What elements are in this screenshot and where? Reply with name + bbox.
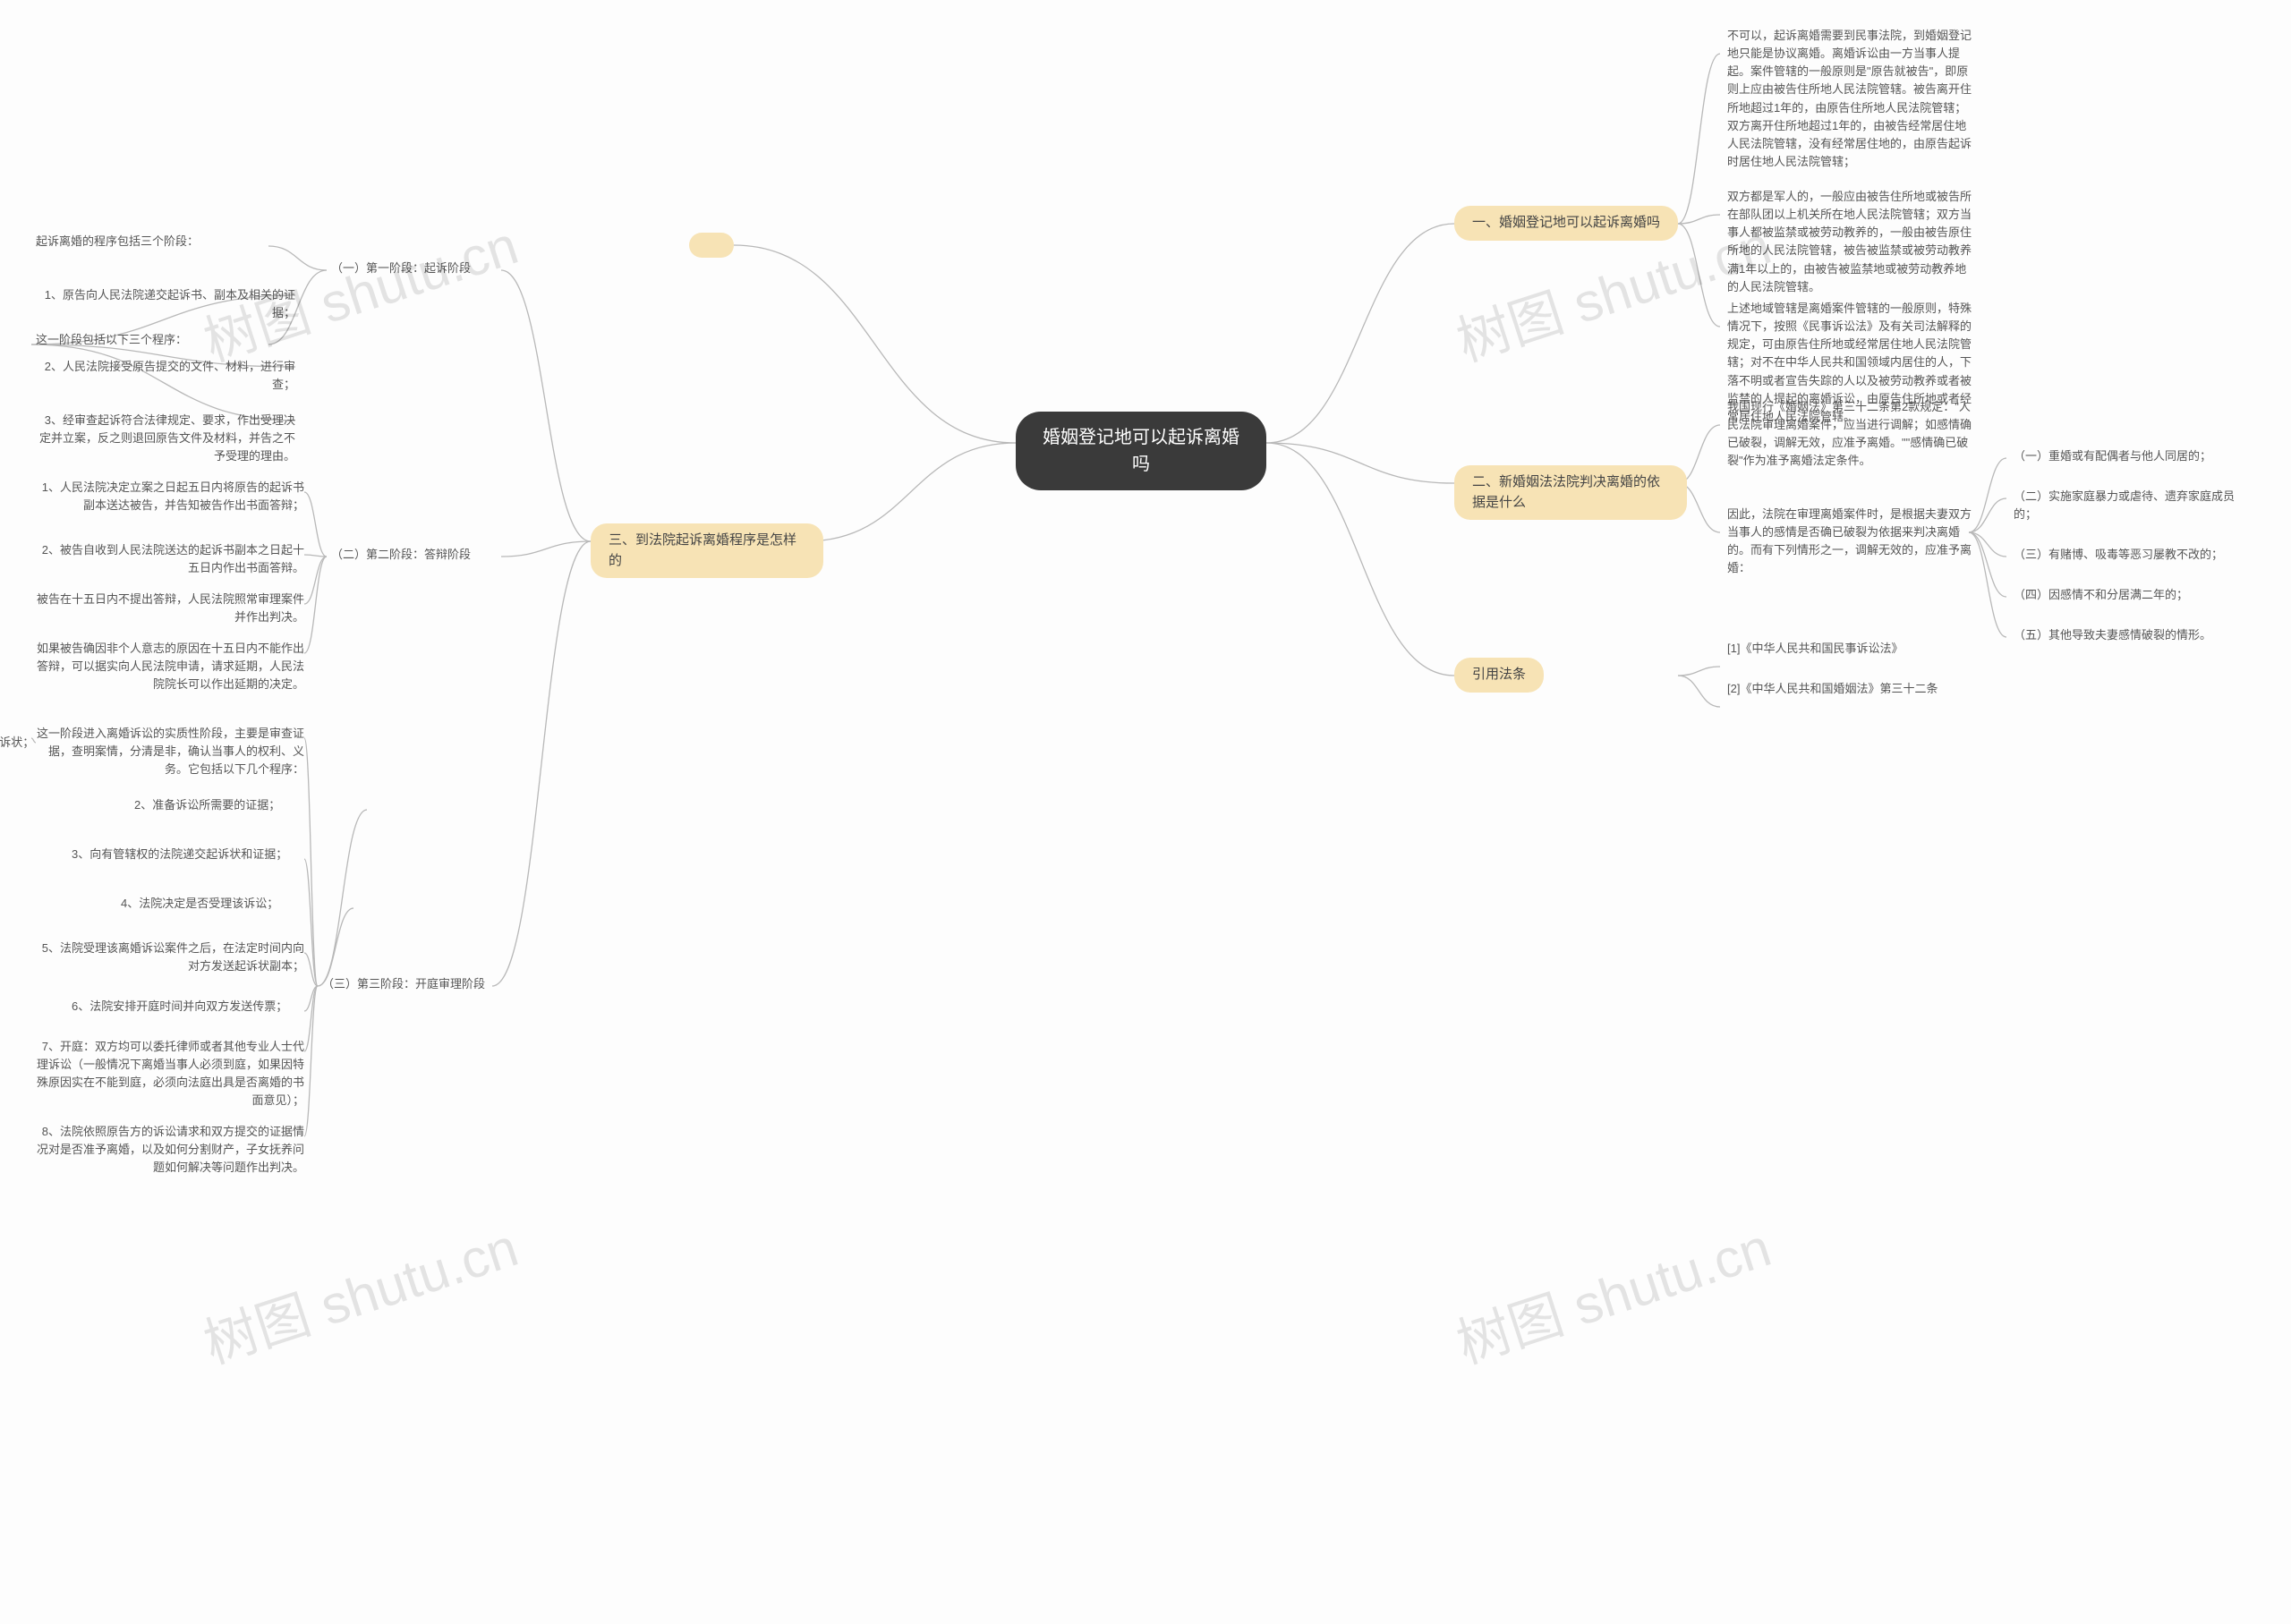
- stage-2-c-6: 7、开庭：双方均可以委托律师或者其他专业人士代理诉讼（一般情况下离婚当事人必须到…: [36, 1038, 304, 1110]
- stage-2-c-0: 这一阶段进入离婚诉讼的实质性阶段，主要是审查证据，查明案情，分清是非，确认当事人…: [36, 725, 304, 778]
- branch-right-1[interactable]: 二、新婚姻法法院判决离婚的依据是什么: [1454, 465, 1687, 520]
- leaf-r-2-1: [2]《中华人民共和国婚姻法》第三十二条: [1727, 680, 1938, 698]
- stage-0-c-1-g-2: 3、经审查起诉符合法律规定、要求，作出受理决定并立案，反之则退回原告文件及材料，…: [36, 412, 295, 465]
- stage-2-c-4: 5、法院受理该离婚诉讼案件之后，在法定时间内向对方发送起诉状副本；: [36, 940, 304, 975]
- leaf-r-1-0: 我国现行《婚姻法》第三十二条第2款规定："人民法院审理离婚案件，应当进行调解；如…: [1727, 398, 1978, 471]
- branch-left[interactable]: 三、到法院起诉离婚程序是怎样的: [591, 523, 823, 578]
- stage-0-c-1: 这一阶段包括以下三个程序：: [36, 331, 187, 349]
- leaf-r-1-1-3: （四）因感情不和分居满二年的；: [2014, 586, 2188, 604]
- stage-0-c-1-g-0: 1、原告向人民法院递交起诉书、副本及相关的证据；: [36, 286, 295, 322]
- watermark-3: 树图 shutu.cn: [1445, 1204, 1779, 1379]
- branch-right-2[interactable]: 引用法条: [1454, 658, 1544, 693]
- stage-1: （二）第二阶段：答辩阶段: [331, 546, 471, 564]
- mindmap-canvas: 婚姻登记地可以起诉离婚吗 一、婚姻登记地可以起诉离婚吗 不可以，起诉离婚需要到民事法…: [0, 0, 2291, 1624]
- stage-0-c-1-g-1: 2、人民法院接受原告提交的文件、材料，进行审查；: [36, 358, 295, 394]
- stage-0: （一）第一阶段：起诉阶段: [331, 259, 471, 277]
- stage-2-c-5: 6、法院安排开庭时间并向双方发送传票；: [72, 998, 287, 1016]
- leaf-r-1-1: 因此，法院在审理离婚案件时，是根据夫妻双方当事人的感情是否确已破裂为依据来判决离…: [1727, 506, 1978, 578]
- leaf-r-0-1: 双方都是军人的，一般应由被告住所地或被告所在部队团以上机关所在地人民法院管辖；双…: [1727, 188, 1978, 296]
- watermark-2: 树图 shutu.cn: [192, 1204, 526, 1379]
- leaf-r-0-0: 不可以，起诉离婚需要到民事法院，到婚姻登记地只能是协议离婚。离婚诉讼由一方当事人…: [1727, 27, 1978, 171]
- empty-branch: [689, 233, 734, 258]
- leaf-r-1-1-4: （五）其他导致夫妻感情破裂的情形。: [2014, 626, 2211, 644]
- stage-2-c-0-g-0: 1、起草起诉状；: [0, 734, 34, 752]
- leaf-r-1-1-2: （三）有赌博、吸毒等恶习屡教不改的；: [2014, 546, 2223, 564]
- stage-2: （三）第三阶段：开庭审理阶段: [322, 975, 485, 993]
- stage-2-c-7: 8、法院依照原告方的诉讼请求和双方提交的证据情况对是否准予离婚，以及如何分割财产…: [36, 1123, 304, 1177]
- root-node[interactable]: 婚姻登记地可以起诉离婚吗: [1016, 412, 1266, 490]
- stage-1-c-2: 被告在十五日内不提出答辩，人民法院照常审理案件并作出判决。: [36, 591, 304, 626]
- stage-0-c-0: 起诉离婚的程序包括三个阶段：: [36, 233, 199, 251]
- stage-1-c-0: 1、人民法院决定立案之日起五日内将原告的起诉书副本送达被告，并告知被告作出书面答…: [36, 479, 304, 514]
- leaf-r-2-0: [1]《中华人民共和国民事诉讼法》: [1727, 640, 1903, 658]
- branch-right-0[interactable]: 一、婚姻登记地可以起诉离婚吗: [1454, 206, 1678, 241]
- stage-2-c-3: 4、法院决定是否受理该诉讼；: [121, 895, 278, 913]
- stage-1-c-3: 如果被告确因非个人意志的原因在十五日内不能作出答辩，可以据实向人民法院申请，请求…: [36, 640, 304, 693]
- stage-2-c-2: 3、向有管辖权的法院递交起诉状和证据；: [72, 846, 287, 863]
- leaf-r-1-1-0: （一）重婚或有配偶者与他人同居的；: [2014, 447, 2211, 465]
- leaf-r-1-1-1: （二）实施家庭暴力或虐待、遗弃家庭成员的；: [2014, 488, 2246, 523]
- stage-1-c-1: 2、被告自收到人民法院送达的起诉书副本之日起十五日内作出书面答辩。: [36, 541, 304, 577]
- stage-2-c-1: 2、准备诉讼所需要的证据；: [134, 796, 280, 814]
